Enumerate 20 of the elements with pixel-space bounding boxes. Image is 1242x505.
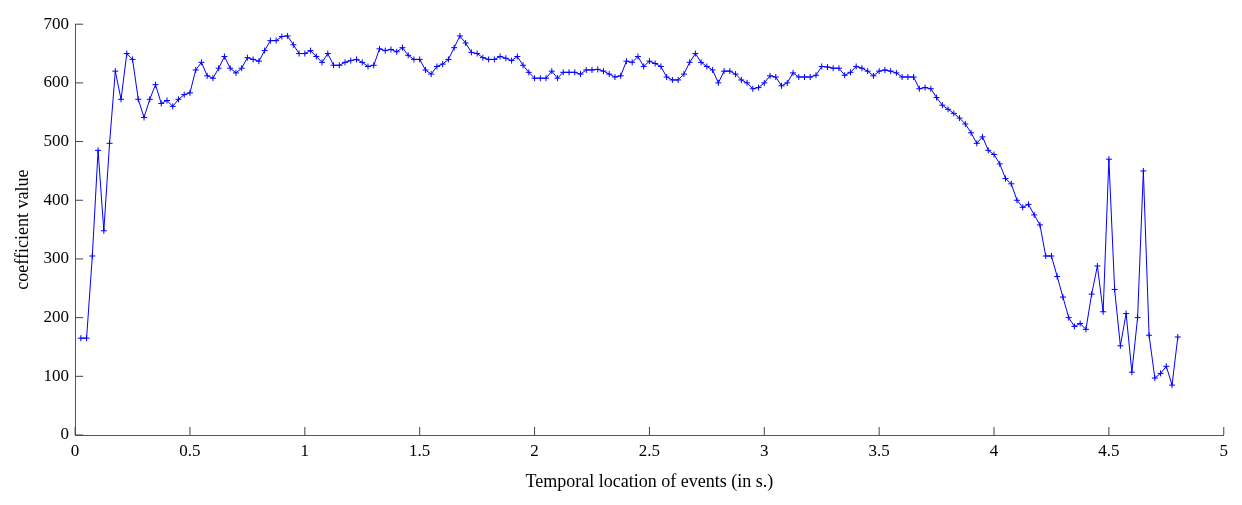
x-tick-label: 3	[760, 440, 769, 460]
x-tick-label: 4.5	[1098, 440, 1120, 460]
x-tick-label: 5	[1219, 440, 1228, 460]
y-axis-title: coefficient value	[11, 169, 32, 290]
y-tick-label: 700	[43, 13, 70, 33]
y-tick-label: 500	[43, 131, 70, 151]
y-tick-label: 0	[60, 424, 70, 444]
y-tick-label: 600	[43, 72, 70, 92]
y-tick-label: 400	[43, 189, 70, 209]
y-tick-label: 200	[43, 307, 70, 327]
y-tick-label: 100	[43, 365, 70, 385]
x-tick-label: 2.5	[638, 440, 661, 460]
x-tick-label: 1.5	[409, 440, 431, 460]
x-tick-label: 3.5	[868, 440, 890, 460]
x-tick-label: 2	[530, 440, 539, 460]
x-tick-label: 4	[989, 440, 999, 460]
x-tick-label: 1	[300, 440, 310, 460]
y-tick-label: 300	[43, 248, 70, 268]
x-axis-title: Temporal location of events (in s.)	[525, 470, 774, 492]
x-tick-label: 0.5	[179, 440, 201, 460]
